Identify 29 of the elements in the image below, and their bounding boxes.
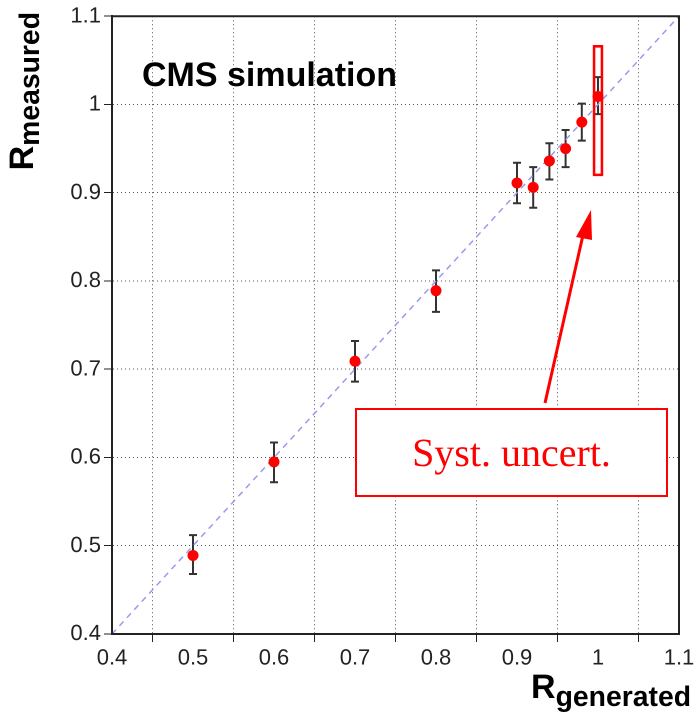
point bbox=[592, 91, 604, 102]
x-tick-label: 0.9 bbox=[502, 644, 532, 670]
y-tick-label: 0.4 bbox=[70, 620, 101, 646]
y-tick-label: 0.6 bbox=[70, 444, 101, 469]
y-tick-label: 0.7 bbox=[70, 355, 101, 380]
x-tick-label: 0.6 bbox=[258, 644, 290, 670]
point bbox=[430, 285, 442, 296]
text: CMS simulation bbox=[142, 56, 398, 94]
y-tick-label: 0.9 bbox=[70, 178, 101, 204]
y-tick-label: 1 bbox=[88, 90, 101, 116]
y-tick-label: 0.8 bbox=[70, 267, 101, 292]
point bbox=[544, 155, 555, 166]
annotation: Syst. uncert. bbox=[355, 408, 668, 497]
x-tick-label: 1.1 bbox=[664, 644, 694, 670]
point bbox=[560, 143, 572, 154]
y-tick-label: 0.5 bbox=[70, 532, 101, 557]
x-tick-label: 0.4 bbox=[96, 644, 128, 670]
x-tick-label: 1 bbox=[592, 644, 604, 670]
y-tick-label: 1.1 bbox=[70, 2, 101, 28]
x-tick-label: 0.8 bbox=[420, 644, 452, 670]
point bbox=[268, 456, 280, 468]
x-axis-title: R$_{generated}$ bbox=[531, 668, 691, 712]
point bbox=[188, 550, 198, 561]
point bbox=[576, 116, 588, 128]
point bbox=[350, 356, 360, 367]
x-tick-label: 0.7 bbox=[340, 644, 370, 670]
x-tick-label: 0.5 bbox=[178, 644, 208, 670]
point bbox=[512, 178, 522, 189]
point bbox=[528, 182, 539, 193]
